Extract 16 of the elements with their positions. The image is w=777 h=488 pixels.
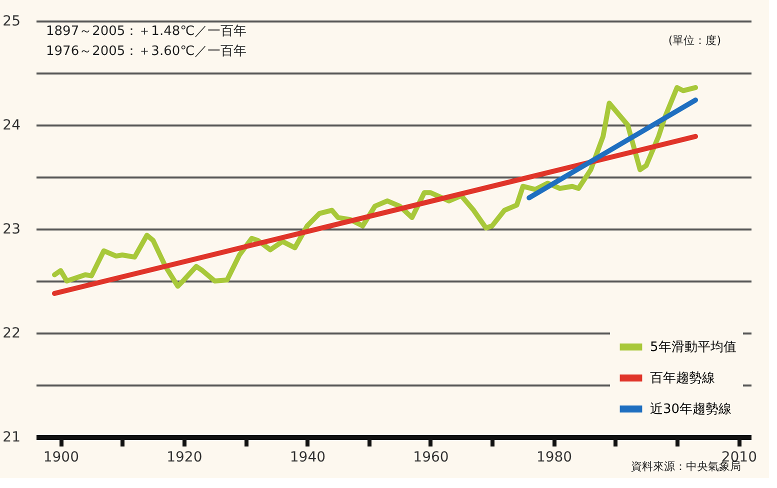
x-tick-label: 1940 (290, 450, 326, 466)
y-tick-label: 25 (2, 14, 20, 30)
y-tick-label: 24 (2, 118, 21, 134)
legend-label: 百年趨勢線 (650, 371, 715, 386)
x-tick-label: 1900 (43, 450, 79, 466)
legend-label: 近30年趨勢線 (650, 402, 732, 417)
legend-label: 5年滑動平均值 (650, 340, 736, 355)
annotation: (單位：度) (668, 34, 721, 47)
x-tick-label: 1920 (166, 450, 202, 466)
y-tick-label: 21 (2, 430, 20, 446)
y-tick-label: 23 (2, 222, 20, 238)
annotation: 1897～2005：＋1.48℃／一百年 (46, 24, 247, 39)
annotation: 1976～2005：＋3.60℃／一百年 (46, 44, 247, 59)
y-tick-label: 22 (2, 326, 20, 342)
x-tick-label: 1960 (413, 450, 449, 466)
x-tick-label: 1980 (536, 450, 572, 466)
